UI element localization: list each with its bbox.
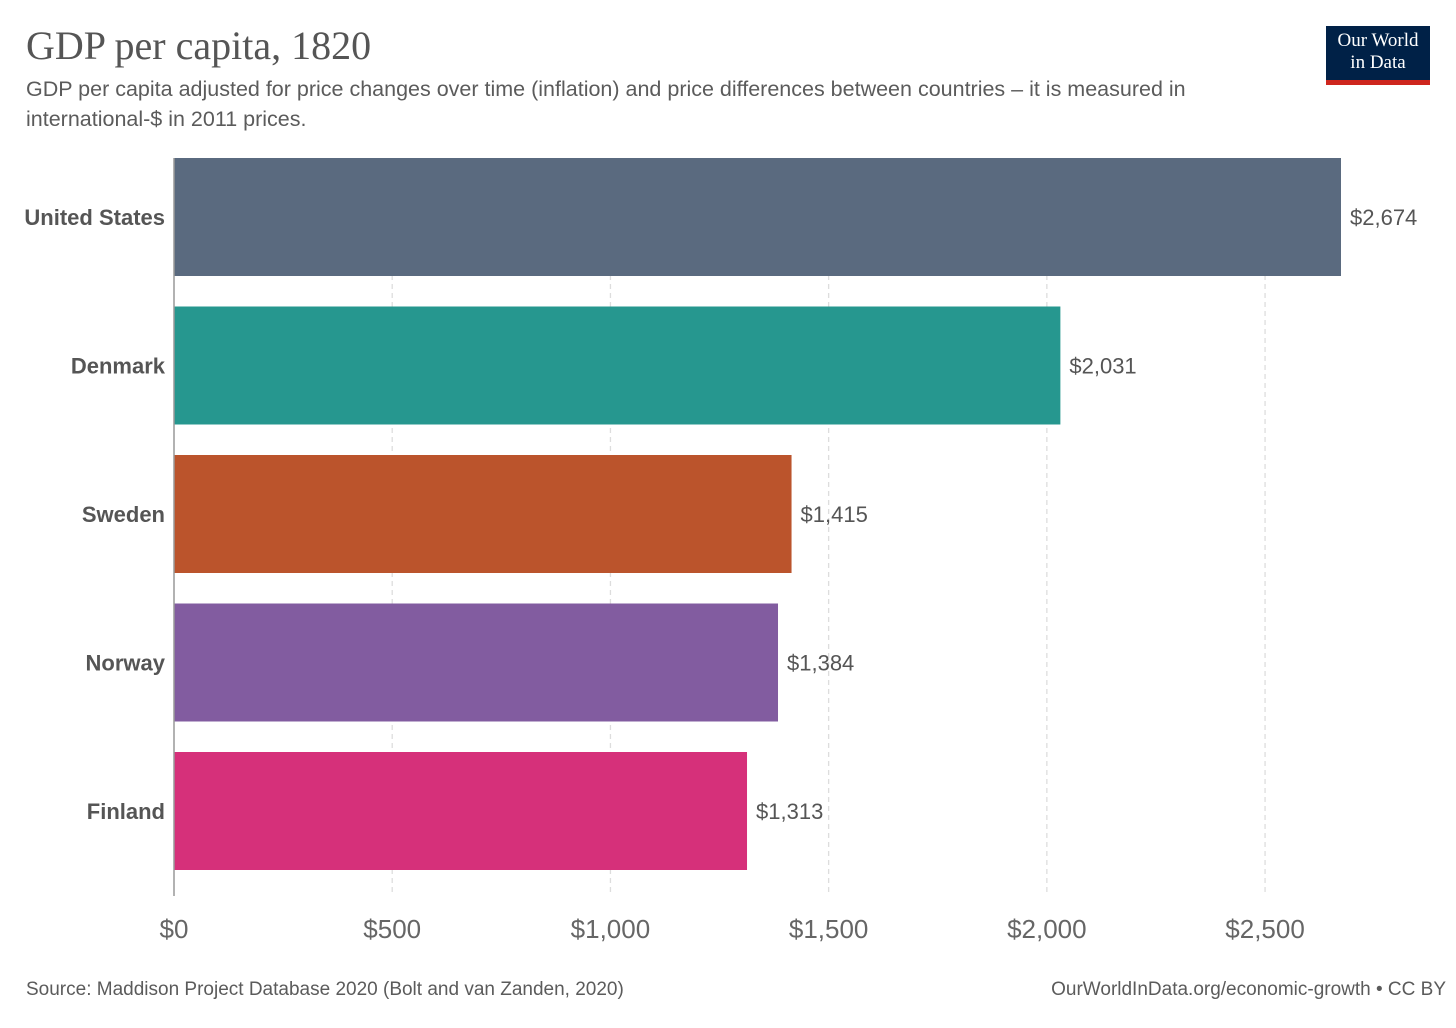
value-label: $1,313 <box>756 799 823 824</box>
x-tick-label: $0 <box>160 914 189 944</box>
x-tick-label: $1,500 <box>789 914 869 944</box>
chart-subtitle: GDP per capita adjusted for price change… <box>26 77 1186 131</box>
owid-logo[interactable]: Our World in Data <box>1326 26 1430 85</box>
bar <box>174 158 1341 276</box>
bar-chart: $0 $500 $1,000 $1,500 $2,000 $2,500 United Sta… <box>24 158 1417 944</box>
logo-line-1: Our World <box>1337 30 1419 51</box>
x-tick-label: $1,000 <box>571 914 651 944</box>
bar <box>174 455 792 573</box>
value-label: $2,031 <box>1069 354 1136 379</box>
value-label: $2,674 <box>1350 205 1417 230</box>
logo-line-2: in Data <box>1350 52 1406 73</box>
bar <box>174 752 748 870</box>
x-tick-label: $500 <box>363 914 421 944</box>
credit-link[interactable]: OurWorldInData.org/economic-growth • CC … <box>1051 979 1446 1000</box>
source-note: Source: Maddison Project Database 2020 (… <box>26 979 624 1000</box>
category-label: Norway <box>86 651 166 676</box>
category-label: Sweden <box>82 502 165 527</box>
category-label: United States <box>24 205 165 230</box>
value-label: $1,384 <box>787 651 854 676</box>
category-label: Finland <box>87 799 165 824</box>
value-label: $1,415 <box>801 502 868 527</box>
chart-title: GDP per capita, 1820 <box>26 23 372 68</box>
bar <box>174 603 779 722</box>
x-tick-label: $2,500 <box>1225 914 1305 944</box>
category-label: Denmark <box>71 354 166 379</box>
bar <box>174 306 1061 425</box>
x-tick-label: $2,000 <box>1007 914 1087 944</box>
